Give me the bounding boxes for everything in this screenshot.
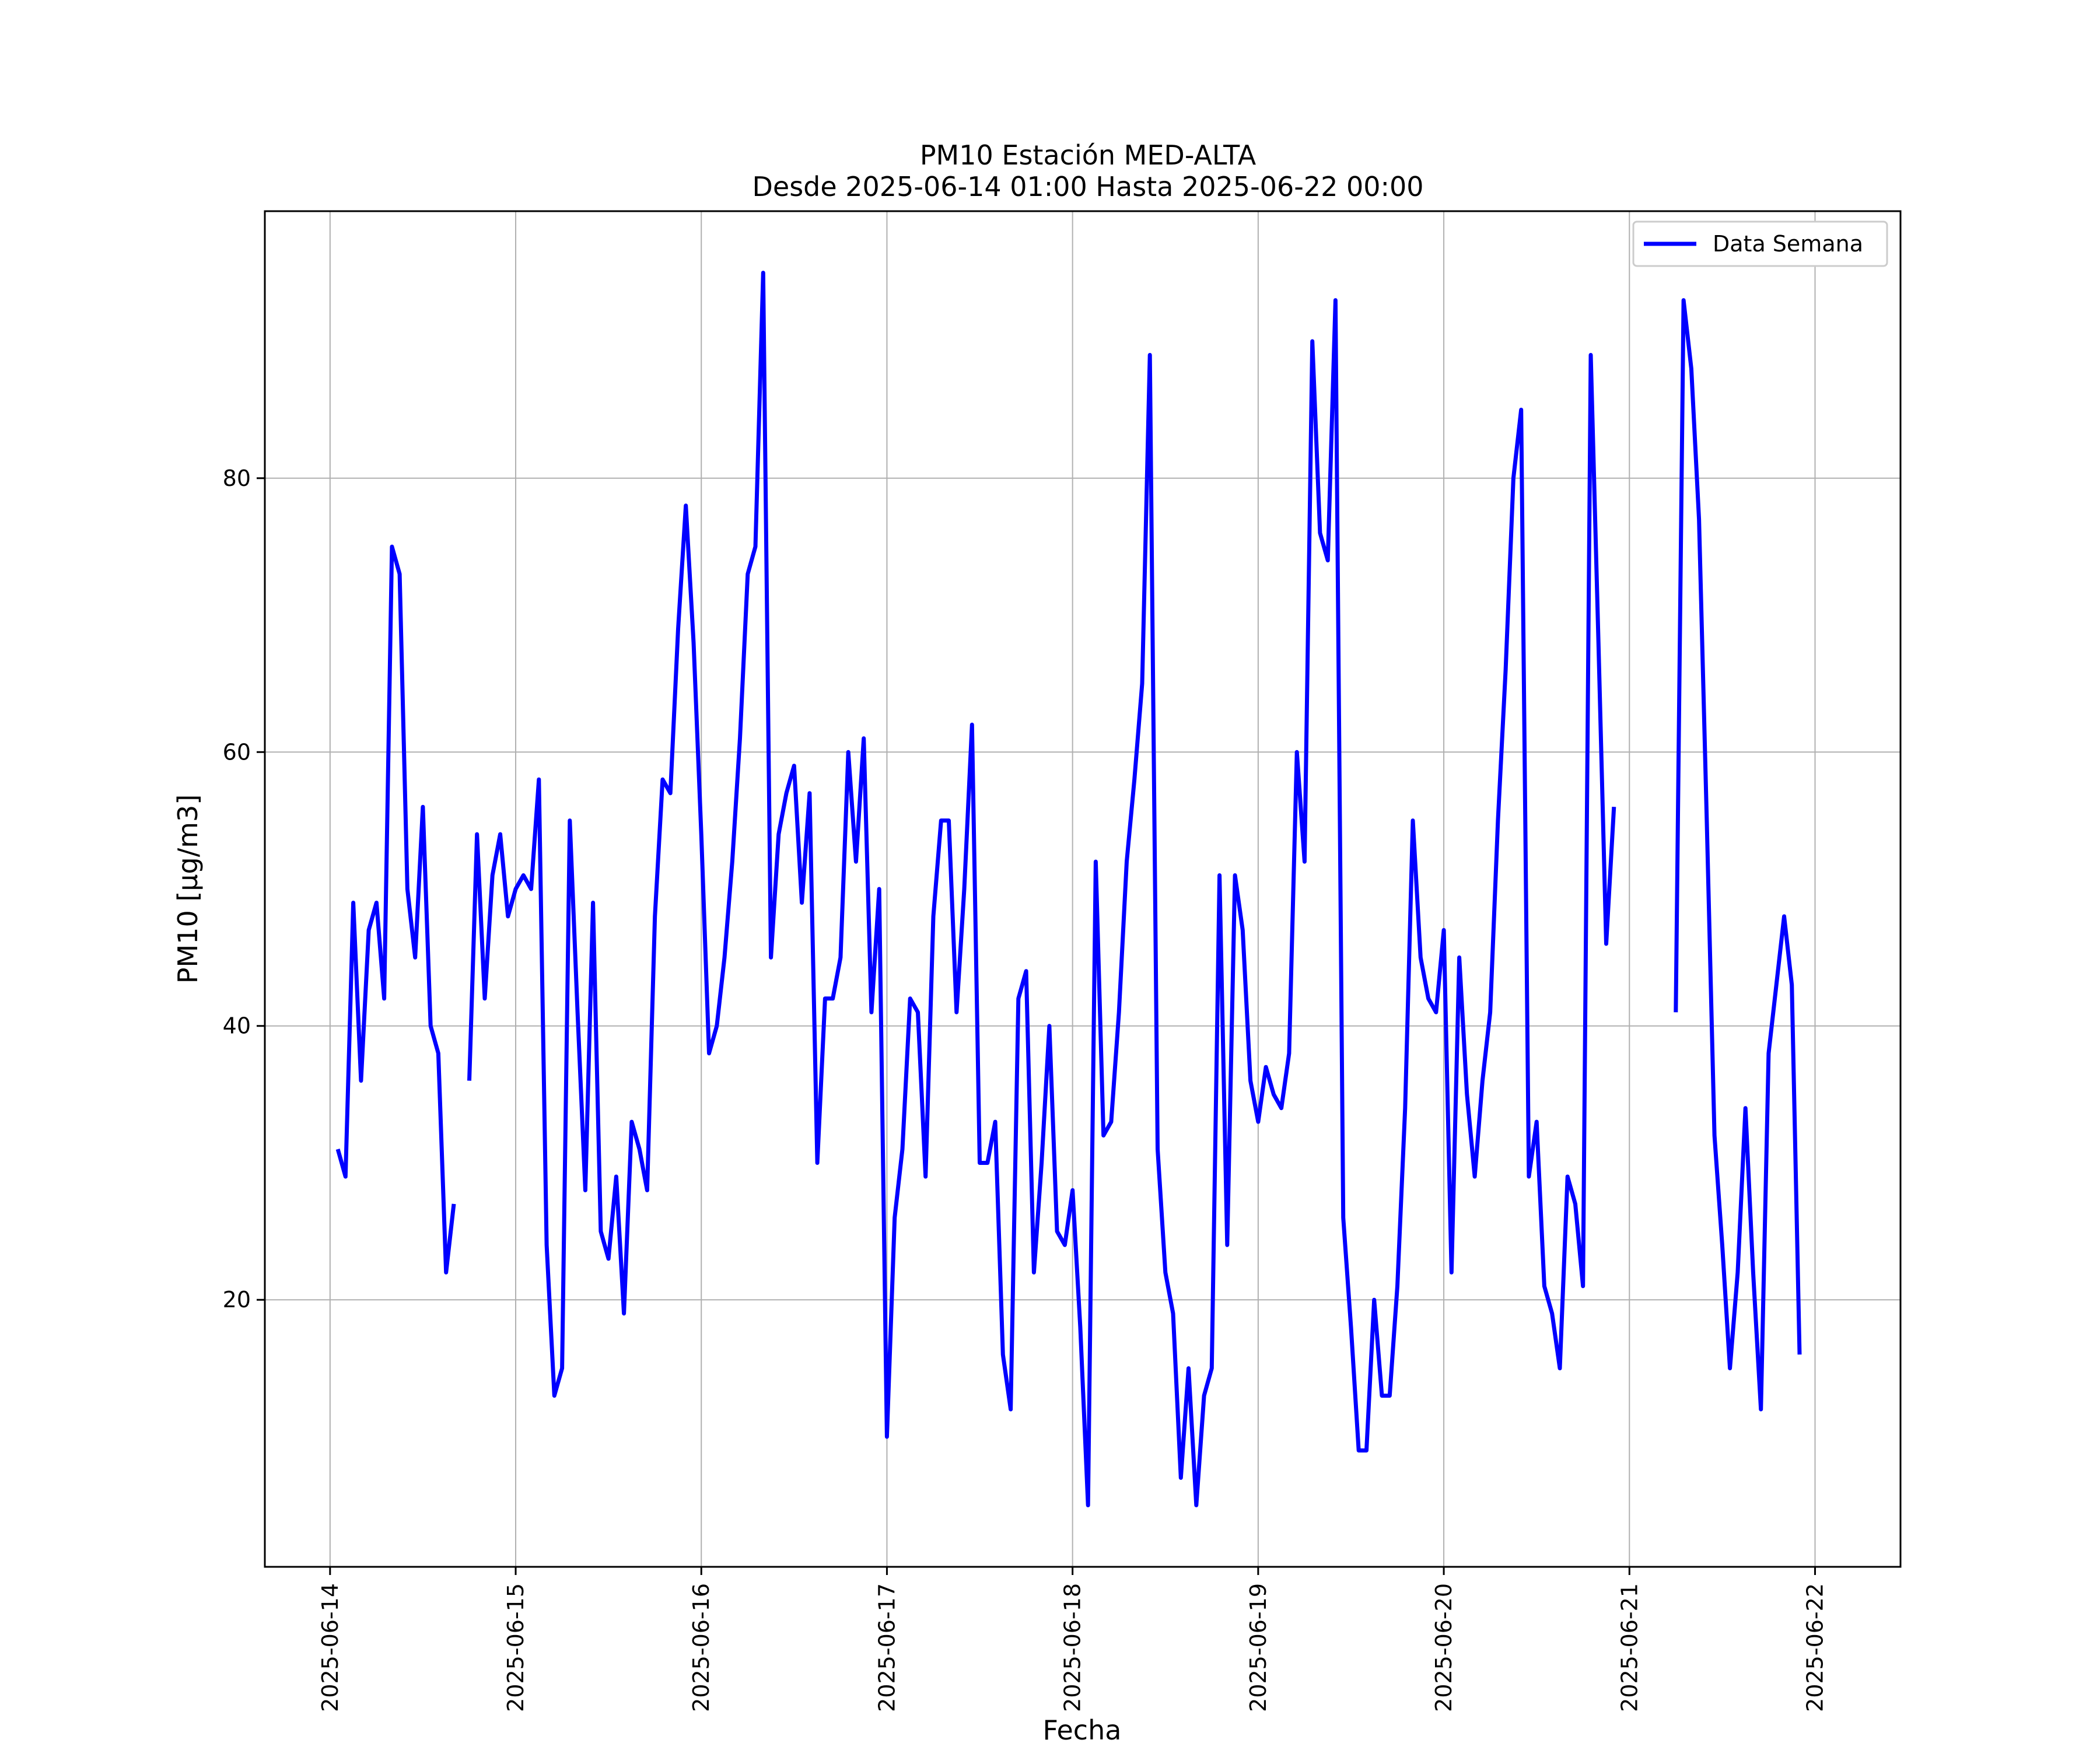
series-line [1674, 298, 1802, 1412]
chart-title: PM10 Estación MED-ALTA [920, 139, 1256, 171]
y-tick-label: 80 [223, 466, 251, 491]
x-axis-label: Fecha [1043, 1714, 1122, 1746]
legend-label: Data Semana [1713, 231, 1863, 257]
y-axis-label: PM10 [μg/m3] [172, 794, 204, 984]
series-line [335, 544, 456, 1275]
x-tick-label: 2025-06-20 [1431, 1583, 1457, 1712]
series-line [467, 271, 1616, 1507]
legend-frame [1632, 220, 1888, 267]
chart-subtitle: Desde 2025-06-14 01:00 Hasta 2025-06-22 … [752, 171, 1423, 202]
plot-area-frame [264, 210, 1902, 1568]
x-tick-label: 2025-06-22 [1802, 1583, 1828, 1712]
axis-ticks: 2025-06-14 2025-06-15 2025-06-16 2025-06-17… [223, 466, 1828, 1712]
x-tick-label: 2025-06-21 [1616, 1583, 1642, 1712]
x-tick-label: 2025-06-18 [1060, 1583, 1086, 1712]
x-tick-label: 2025-06-19 [1245, 1583, 1271, 1712]
x-tick-label: 2025-06-16 [688, 1583, 714, 1712]
y-tick-label: 60 [223, 739, 251, 765]
x-tick-label: 2025-06-17 [874, 1583, 900, 1712]
x-tick-label: 2025-06-14 [317, 1583, 343, 1712]
y-tick-label: 20 [223, 1287, 251, 1312]
x-tick-label: 2025-06-15 [503, 1583, 528, 1712]
legend: Data Semana [1632, 220, 1888, 267]
series-layer [335, 271, 1802, 1507]
y-tick-label: 40 [223, 1013, 251, 1039]
